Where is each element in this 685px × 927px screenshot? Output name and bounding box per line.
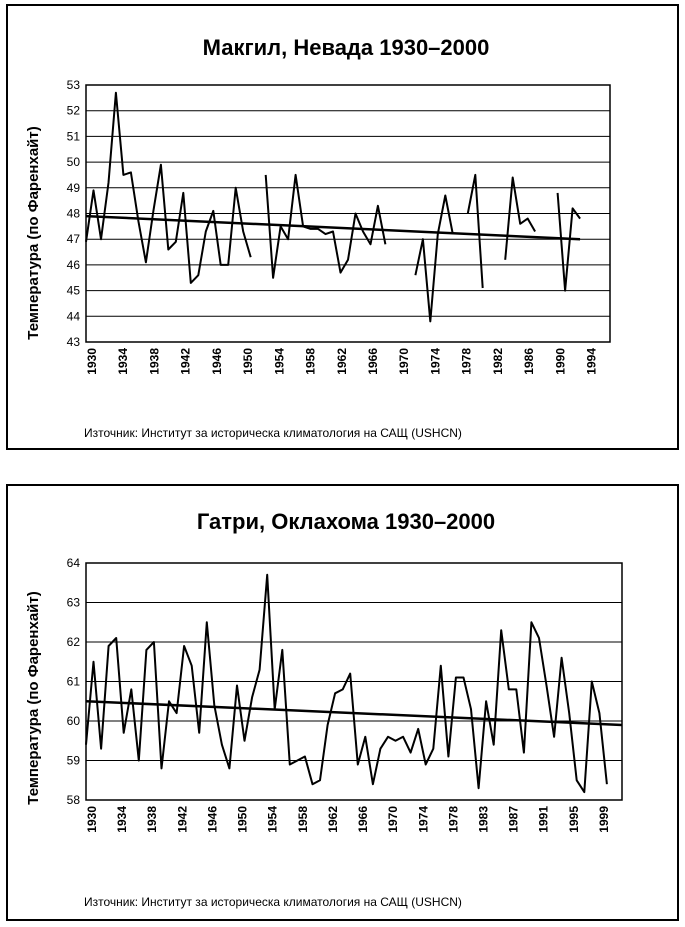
series-line-segment [466,173,484,289]
series-line-segment [556,192,581,292]
trend-line-segment [85,214,581,241]
series-line-segment [85,573,608,794]
x-tick-label: 1970 [386,806,400,833]
y-tick-labels: 58 59 60 61 62 63 64 [67,556,81,807]
series-line-segment [264,173,387,279]
y-tick-label: 43 [67,335,81,349]
y-tick-label: 49 [67,181,81,195]
x-tick-label: 1942 [179,348,193,375]
y-axis-label: Температура (по Фаренхайт) [25,591,42,804]
chart-title: Макгил, Невада 1930–2000 [203,35,490,60]
x-tick-label: 1995 [567,806,581,833]
mcgill-chart-panel: Макгил, Невада 1930–2000 Температура (по… [6,4,679,450]
x-tick-label: 1990 [553,348,567,375]
x-tick-label: 1934 [115,806,129,833]
x-tick-label: 1954 [272,348,286,375]
x-tick-label: 1986 [522,348,536,375]
x-tick-label: 1974 [428,348,442,375]
series-lines [85,91,581,323]
plot-area [85,562,623,801]
y-tick-label: 53 [67,78,81,92]
x-tick-label: 1950 [241,348,255,375]
y-tick-label: 60 [67,714,81,728]
y-tick-labels: 43 44 45 46 47 48 49 50 51 52 53 [67,78,81,349]
x-tick-label: 1938 [145,806,159,833]
series-line-segment [414,194,454,323]
source-note: Източник: Институт за историческа климат… [84,895,462,909]
x-tick-label: 1962 [326,806,340,833]
x-tick-label: 1954 [266,806,280,833]
x-tick-label: 1930 [85,806,99,833]
x-tick-label: 1994 [585,348,599,375]
y-tick-label: 59 [67,754,81,768]
gridlines [86,562,622,801]
guthrie-chart-panel: Гатри, Оклахома 1930–2000 Температура (п… [6,484,679,921]
x-tick-label: 1942 [175,806,189,833]
plot-area [85,84,611,343]
x-tick-label: 1999 [597,806,611,833]
x-tick-label: 1934 [116,348,130,375]
y-tick-label: 45 [67,284,81,298]
x-tick-label: 1958 [304,348,318,375]
x-tick-label: 1966 [356,806,370,833]
y-tick-label: 64 [67,556,81,570]
y-tick-label: 61 [67,675,81,689]
series-line-segment [85,91,252,284]
trend-line [85,700,623,727]
x-tick-label: 1983 [476,806,490,833]
y-tick-label: 62 [67,635,81,649]
y-axis-label: Температура (по Фаренхайт) [25,126,42,339]
x-tick-label: 1970 [397,348,411,375]
x-tick-label: 1987 [507,806,521,833]
chart-title: Гатри, Оклахома 1930–2000 [197,509,495,534]
y-tick-label: 46 [67,258,81,272]
x-tick-label: 1978 [460,348,474,375]
x-tick-labels: 1930 1934 1938 1942 1946 1950 1954 1958 1962 1966… [85,806,611,833]
y-tick-label: 47 [67,232,81,246]
y-tick-label: 50 [67,155,81,169]
x-tick-label: 1938 [147,348,161,375]
x-tick-label: 1958 [296,806,310,833]
x-tick-label: 1966 [366,348,380,375]
x-tick-label: 1930 [85,348,99,375]
x-tick-label: 1974 [416,806,430,833]
y-tick-label: 58 [67,793,81,807]
y-tick-label: 48 [67,207,81,221]
x-tick-label: 1991 [537,806,551,833]
source-note: Източник: Институт за историческа климат… [84,426,462,440]
trend-line [85,214,581,241]
x-tick-label: 1962 [335,348,349,375]
y-tick-label: 44 [67,309,81,323]
mcgill-chart: Макгил, Невада 1930–2000 Температура (по… [25,35,611,440]
x-tick-label: 1946 [210,348,224,375]
x-tick-label: 1950 [236,806,250,833]
y-tick-label: 51 [67,129,81,143]
trend-line-segment [85,700,623,727]
y-tick-label: 52 [67,104,81,118]
series-lines [85,573,608,794]
series-line-segment [504,176,536,260]
x-tick-labels: 1930 1934 1938 1942 1946 1950 1954 1958 1962 1966… [85,348,599,375]
x-tick-label: 1978 [446,806,460,833]
x-tick-label: 1946 [205,806,219,833]
x-tick-label: 1982 [491,348,505,375]
guthrie-chart: Гатри, Оклахома 1930–2000 Температура (п… [25,509,623,909]
y-tick-label: 63 [67,596,81,610]
